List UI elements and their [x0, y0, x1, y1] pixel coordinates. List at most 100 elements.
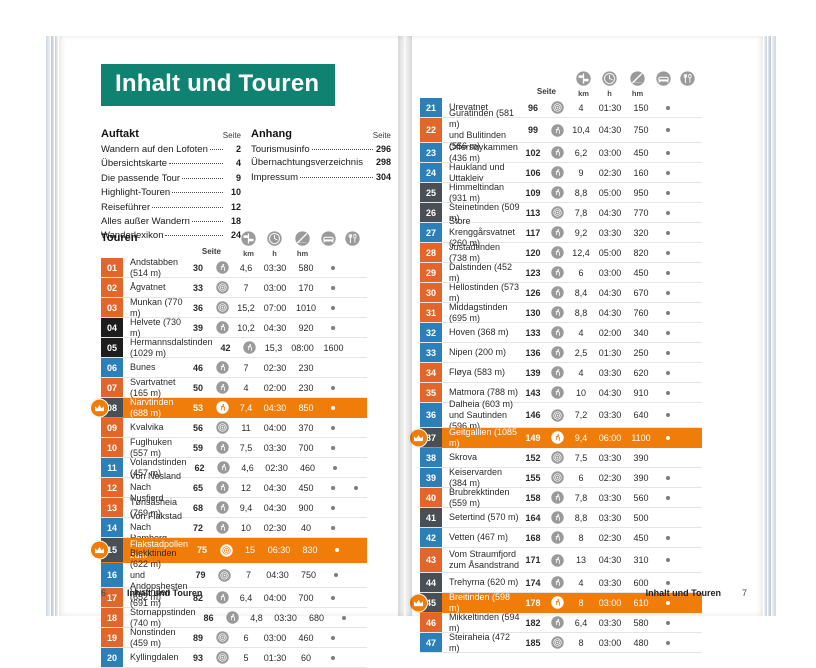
- tour-km: 6,4: [568, 618, 594, 628]
- tour-page: 149: [520, 433, 546, 443]
- difficulty-icon: [546, 386, 568, 399]
- tour-h: 06:00: [594, 433, 626, 443]
- tour-number-badge: 05: [101, 338, 123, 357]
- difficulty-icon: [546, 409, 568, 422]
- accommodation-indicator: [656, 641, 680, 645]
- accommodation-indicator: [321, 596, 345, 600]
- tour-km: 7,8: [568, 208, 594, 218]
- tour-number-badge: 34: [420, 363, 442, 382]
- tour-hm: 390: [626, 473, 656, 483]
- accommodation-indicator: [656, 476, 680, 480]
- tour-name: Nipen (200 m): [442, 347, 520, 358]
- difficulty-icon: [546, 491, 568, 504]
- toc-entry-label: Übersichtskarte: [101, 157, 167, 170]
- toc-anhang-heading: Anhang: [251, 128, 292, 140]
- difficulty-icon: [211, 281, 233, 294]
- tour-page: 33: [185, 283, 211, 293]
- accommodation-indicator: [656, 371, 680, 375]
- tour-page: 120: [520, 248, 546, 258]
- accommodation-indicator: [321, 446, 345, 450]
- difficulty-icon: [546, 246, 568, 259]
- clock-icon: [267, 231, 282, 246]
- tour-hm: 750: [294, 570, 324, 580]
- tour-name: Ågvatnet: [123, 282, 185, 293]
- tour-hm: 370: [291, 423, 321, 433]
- tour-hm: 850: [291, 403, 321, 413]
- difficulty-icon: [546, 366, 568, 379]
- tour-page: 79: [188, 570, 214, 580]
- column-header-h: h: [264, 249, 286, 258]
- accommodation-indicator: [656, 191, 680, 195]
- tour-km: 6,4: [233, 593, 259, 603]
- difficulty-icon: [546, 146, 568, 159]
- tour-number-badge: 29: [420, 263, 442, 282]
- signpost-icon: [576, 71, 591, 86]
- tour-number-badge: 04: [101, 318, 123, 337]
- tour-page: 136: [520, 348, 546, 358]
- tour-h: 03:00: [259, 633, 291, 643]
- tour-page: 146: [520, 410, 546, 420]
- accommodation-indicator: [656, 151, 680, 155]
- difficulty-icon: [211, 361, 233, 374]
- tour-h: 02:30: [259, 363, 291, 373]
- accommodation-indicator: [656, 581, 680, 585]
- tour-name: Dalstinden (452 m): [442, 262, 520, 284]
- tour-number-badge: 21: [420, 98, 442, 117]
- tour-number-badge: 20: [101, 648, 123, 667]
- tour-h: 07:00: [259, 303, 291, 313]
- slope-icon: [630, 71, 645, 86]
- accommodation-indicator: [656, 271, 680, 275]
- difficulty-icon: [546, 636, 568, 649]
- page-edge-left: [51, 36, 54, 616]
- accommodation-indicator: [656, 496, 680, 500]
- toc-entry-page: 9: [225, 172, 241, 185]
- tour-page: 113: [520, 208, 546, 218]
- tour-hm: 700: [291, 443, 321, 453]
- tour-name: Trehyrna (620 m): [442, 577, 520, 588]
- tour-number-badge: 23: [420, 143, 442, 162]
- tour-page: 106: [520, 168, 546, 178]
- difficulty-icon: [215, 544, 237, 557]
- accommodation-indicator: [656, 171, 680, 175]
- tour-page: 102: [520, 148, 546, 158]
